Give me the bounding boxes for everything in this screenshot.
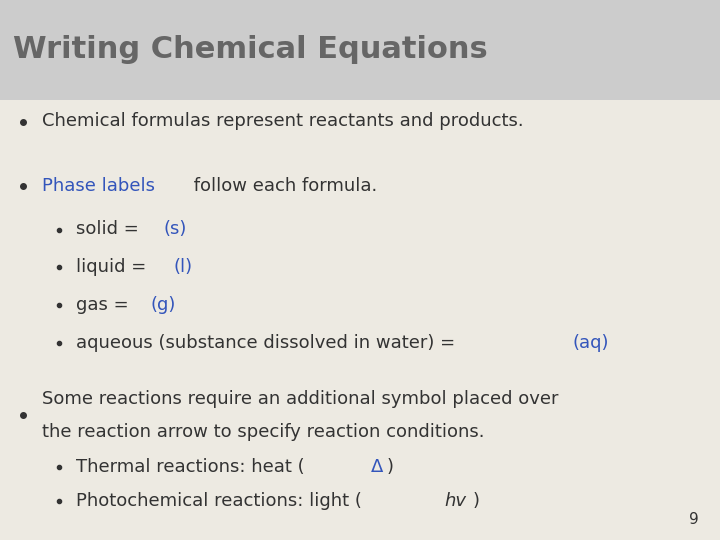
Text: Writing Chemical Equations: Writing Chemical Equations xyxy=(13,36,487,64)
Text: liquid =: liquid = xyxy=(76,258,152,276)
Text: ): ) xyxy=(387,458,394,476)
FancyBboxPatch shape xyxy=(0,0,720,100)
Text: aqueous (substance dissolved in water) =: aqueous (substance dissolved in water) = xyxy=(76,334,461,352)
Text: (aq): (aq) xyxy=(572,334,608,352)
Text: follow each formula.: follow each formula. xyxy=(188,177,377,195)
Text: Photochemical reactions: light (: Photochemical reactions: light ( xyxy=(76,492,361,510)
Text: Thermal reactions: heat (: Thermal reactions: heat ( xyxy=(76,458,305,476)
Text: the reaction arrow to specify reaction conditions.: the reaction arrow to specify reaction c… xyxy=(42,423,485,441)
Text: (g): (g) xyxy=(151,296,176,314)
Text: Phase labels: Phase labels xyxy=(42,177,155,195)
Text: (l): (l) xyxy=(174,258,193,276)
Text: gas =: gas = xyxy=(76,296,134,314)
Text: Chemical formulas represent reactants and products.: Chemical formulas represent reactants an… xyxy=(42,112,523,131)
Text: ): ) xyxy=(473,492,480,510)
Text: 9: 9 xyxy=(688,511,698,526)
Text: Some reactions require an additional symbol placed over: Some reactions require an additional sym… xyxy=(42,389,558,408)
Text: hv: hv xyxy=(444,492,467,510)
Text: solid =: solid = xyxy=(76,220,144,239)
Text: (s): (s) xyxy=(164,220,187,239)
Text: Δ: Δ xyxy=(371,458,383,476)
